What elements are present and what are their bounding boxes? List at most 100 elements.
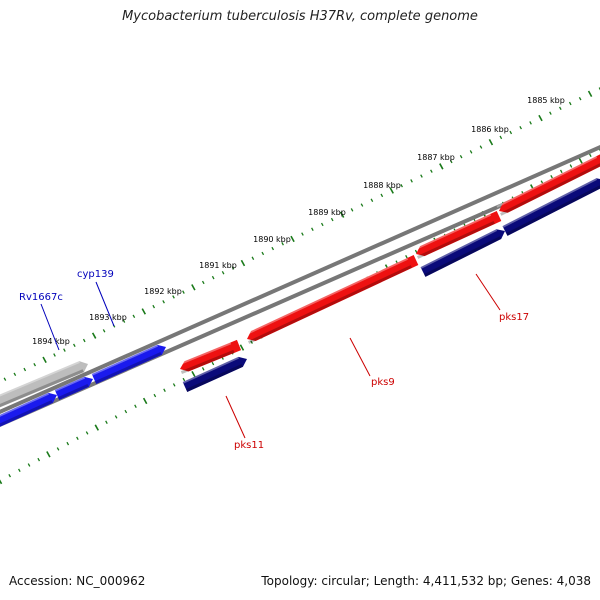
genome-summary: Topology: circular; Length: 4,411,532 bp… — [261, 574, 591, 588]
ruler-tick — [281, 242, 284, 246]
ruler-tick — [550, 174, 553, 179]
scale-tick-label: 1887 kbp — [417, 153, 455, 162]
gene-label-rv1667c[interactable]: Rv1667c — [19, 292, 63, 303]
gene-pks17-part1 — [413, 210, 502, 259]
scale-tick-label: 1885 kbp — [527, 96, 565, 105]
ruler-tick — [538, 114, 543, 122]
ruler-tick — [598, 87, 600, 91]
ruler-tick — [271, 246, 275, 251]
ruler-tick — [152, 304, 156, 309]
ruler-tick — [459, 154, 463, 159]
ruler-tick — [46, 451, 51, 458]
ruler-tick — [509, 130, 513, 135]
scale-ruler: 1885 kbp 1886 kbp 1887 kbp 1888 kbp 1889 kbp… — [0, 87, 600, 485]
ruler-tick — [182, 290, 185, 294]
ruler-tick — [94, 424, 100, 431]
gene-label-pks9[interactable]: pks9 — [371, 377, 395, 388]
ruler-tick — [23, 367, 27, 372]
gene-cyp139 — [91, 344, 166, 385]
gene-rv1667c-upstream — [54, 376, 93, 401]
scale-tick-label: 1890 kbp — [253, 235, 291, 244]
ruler-tick — [240, 259, 246, 267]
ruler-tick — [142, 397, 148, 405]
ruler-tick — [350, 208, 354, 212]
gene-downstream-reverse — [502, 178, 600, 236]
gene-rv1667c — [0, 392, 57, 427]
ruler-tick — [410, 179, 413, 183]
ruler-tick — [449, 159, 453, 164]
ruler-tick — [76, 436, 79, 441]
ruler-tick — [405, 255, 408, 259]
ruler-tick — [82, 338, 86, 343]
ruler-tick — [320, 222, 324, 227]
scale-tick-label: 1888 kbp — [363, 181, 401, 190]
gene-label-pks17[interactable]: pks17 — [499, 312, 529, 323]
gene-pks9 — [244, 255, 419, 344]
gene-label-leader — [475, 273, 501, 311]
ruler-tick — [488, 139, 494, 146]
gene-pks11 — [182, 356, 247, 393]
ruler-tick — [330, 217, 334, 222]
scale-tick-label: 1894 kbp — [32, 337, 70, 346]
ruler-tick — [66, 441, 70, 446]
gene-pks17-reverse — [420, 229, 505, 277]
ruler-tick — [182, 377, 186, 382]
accession-label: Accession: NC_000962 — [9, 574, 146, 588]
gene-label-leader — [40, 303, 60, 351]
ruler-tick — [389, 187, 394, 194]
ruler-tick — [420, 174, 423, 178]
ruler-tick — [201, 367, 205, 371]
gene-grey-reverse — [0, 361, 88, 408]
ruler-tick — [239, 344, 245, 351]
ruler-tick — [339, 211, 345, 218]
ruler-tick — [27, 463, 31, 467]
ruler-tick — [63, 348, 66, 352]
ruler-tick — [370, 198, 374, 202]
scale-tick-label: 1889 kbp — [308, 208, 346, 217]
ruler-tick — [134, 404, 137, 408]
gene-label-leader — [225, 395, 246, 439]
ruler-tick — [231, 266, 235, 270]
gene-label-layer: pks17 pks9 pks11 cyp139 Rv1667c — [19, 269, 529, 451]
ruler-tick — [73, 343, 76, 348]
ruler-tick — [191, 371, 196, 378]
ruler-tick — [568, 101, 572, 106]
ruler-tick — [8, 473, 12, 478]
gene-label-pks11[interactable]: pks11 — [234, 440, 264, 451]
gene-label-cyp139[interactable]: cyp139 — [77, 269, 114, 280]
ruler-tick — [261, 251, 265, 256]
ruler-tick — [479, 145, 483, 149]
genome-backbone — [0, 145, 600, 427]
ruler-tick — [172, 295, 175, 299]
ruler-tick — [439, 163, 444, 170]
ruler-tick — [163, 388, 166, 392]
ruler-tick — [380, 193, 384, 198]
ruler-tick — [124, 409, 128, 414]
ruler-tick — [290, 235, 295, 243]
scale-tick-label: 1891 kbp — [199, 261, 237, 270]
ruler-tick — [250, 340, 253, 344]
ruler-tick — [499, 135, 503, 140]
ruler-tick — [191, 284, 196, 291]
ruler-tick — [56, 447, 60, 451]
ruler-tick — [211, 275, 215, 280]
ruler-tick — [122, 319, 126, 323]
ruler-tick — [587, 90, 593, 98]
ruler-tick — [141, 308, 147, 315]
scale-tick-label: 1886 kbp — [471, 125, 509, 134]
ruler-tick — [201, 280, 205, 285]
scale-tick-label: 1892 kbp — [144, 287, 182, 296]
scale-tick-label: 1893 kbp — [89, 313, 127, 322]
ruler-tick — [132, 314, 136, 319]
ruler-tick — [162, 300, 165, 304]
gene-label-leader — [349, 337, 371, 377]
ruler-tick — [251, 256, 255, 260]
ruler-tick — [569, 164, 573, 168]
ruler-tick — [301, 232, 304, 236]
ruler-tick — [529, 121, 532, 125]
ruler-tick — [414, 249, 418, 254]
map-title: Mycobacterium tuberculosis H37Rv, comple… — [122, 9, 478, 24]
ruler-tick — [469, 150, 473, 154]
ruler-tick — [588, 153, 592, 158]
ruler-tick — [430, 169, 433, 173]
